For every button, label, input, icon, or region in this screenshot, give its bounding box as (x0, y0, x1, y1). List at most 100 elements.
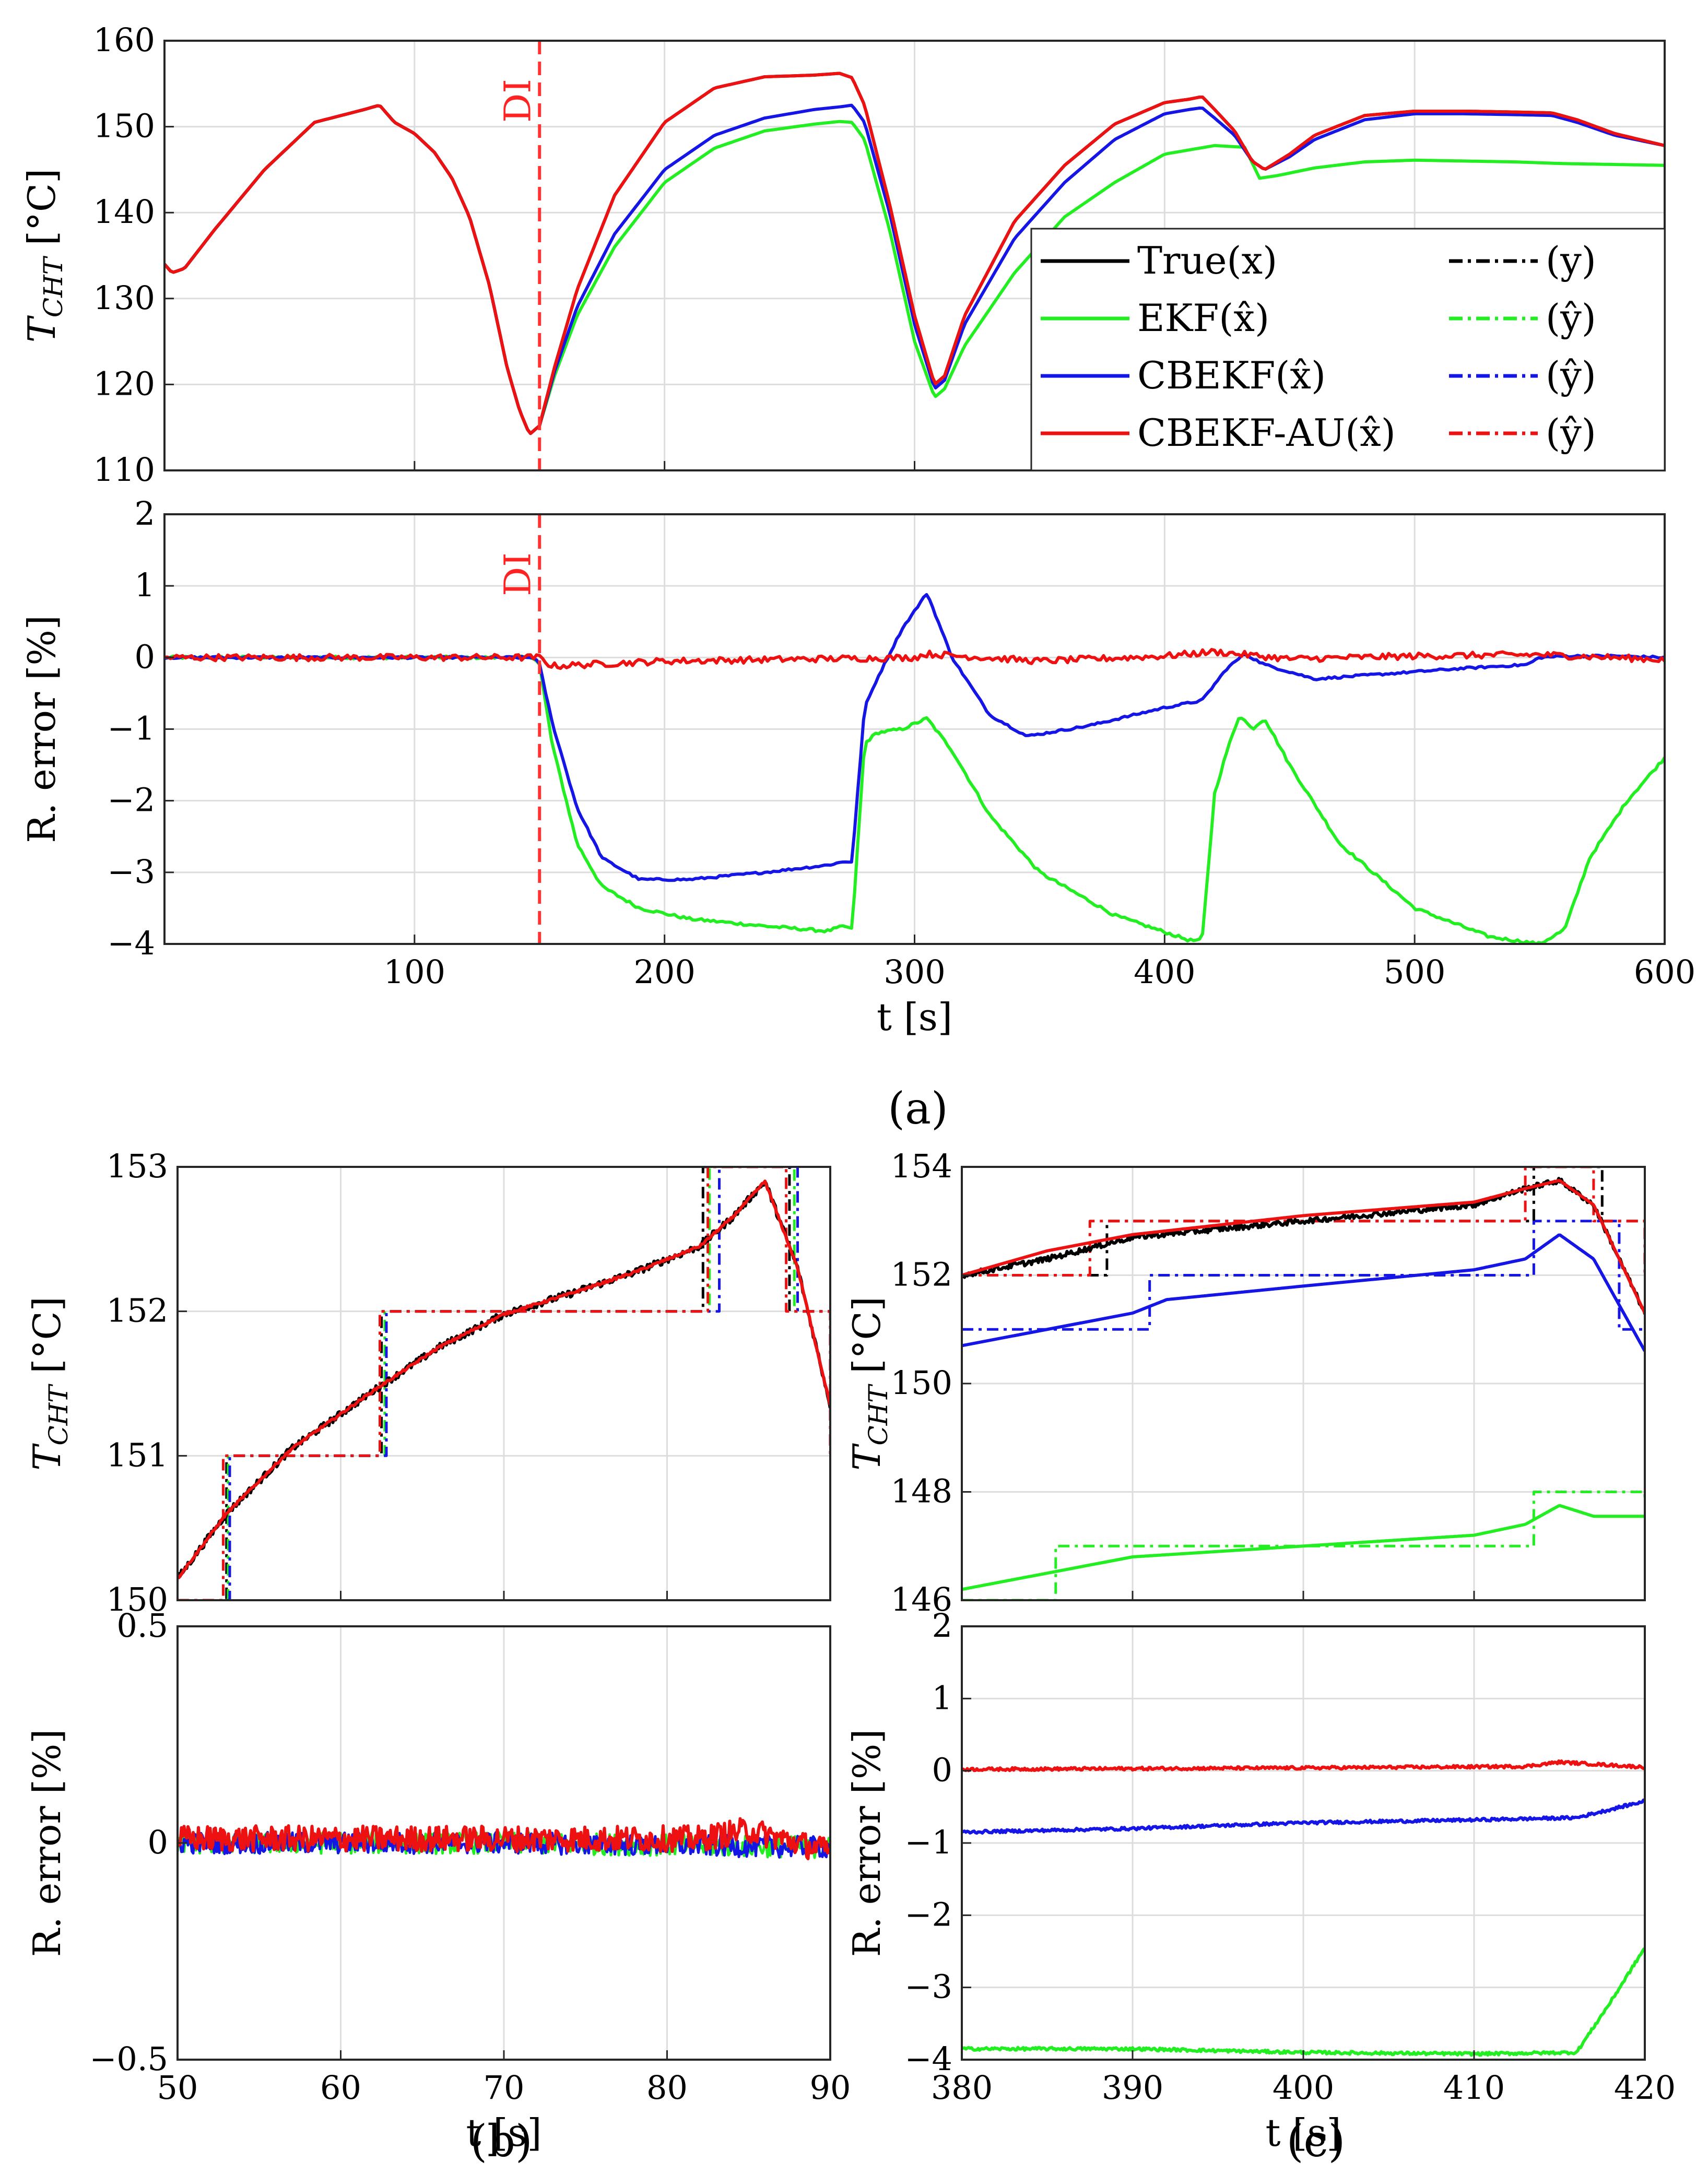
y-tick-label: −4 (108, 924, 155, 962)
panel-b-bottom-chart: −0.5 0 0.5 50 60 70 80 90 R. error [%] t [s] (25, 1606, 851, 2155)
panel-label-b: (b) (470, 2116, 532, 2167)
y-tick-label: −3 (905, 1968, 952, 2006)
y-tick-label: 153 (107, 1147, 168, 1185)
series-line-cbekf-au (962, 1179, 1645, 1314)
series-group (178, 1817, 830, 1861)
series-line-cbekf-au (178, 1179, 830, 1579)
y-tick-label: −1 (108, 710, 155, 748)
x-tick-label: 420 (1614, 2069, 1676, 2107)
x-axis-label: t [s] (877, 995, 952, 1039)
y-tick-label: 152 (891, 1256, 952, 1294)
y-axis-label: R. error [%] (20, 615, 64, 843)
legend-box (1030, 228, 1666, 471)
y-tick-label: 152 (107, 1292, 168, 1330)
series-group (178, 1167, 830, 1600)
disturbance-label: DI (496, 79, 539, 123)
x-tick-label: 380 (931, 2069, 993, 2107)
y-tick-label: 2 (932, 1606, 952, 1645)
y-axis-label: TCHT [°C] (20, 169, 68, 342)
y-tick-label: −3 (108, 853, 155, 891)
x-axis-label: t [s] (466, 2111, 542, 2155)
x-tick-label: 70 (484, 2069, 525, 2107)
y-tick-label: 0 (148, 1823, 168, 1861)
y-tick-label: 110 (93, 451, 155, 489)
x-tick-label: 300 (884, 953, 945, 991)
y-tick-label: 150 (891, 1364, 952, 1402)
x-tick-label: 50 (157, 2069, 198, 2107)
y-tick-label: 150 (107, 1580, 168, 1618)
x-axis-label: t [s] (1266, 2111, 1341, 2155)
series-line-cbekf-au (164, 72, 1665, 435)
legend-entry-label: (ŷ) (1546, 411, 1596, 455)
y-axis-label: TCHT [°C] (845, 1296, 893, 1470)
y-tick-label: 1 (932, 1679, 952, 1717)
y-axis-label: R. error [%] (25, 1729, 69, 1957)
panel-label-a: (a) (888, 1083, 948, 1134)
x-tick-label: 80 (646, 2069, 688, 2107)
y-tick-label: 151 (107, 1436, 168, 1474)
series-line-cbekf-au (178, 1817, 830, 1861)
panel-c-bottom-chart: −4 −3 −2 −1 0 1 2 380 390 400 410 420 R. error [%] t … (845, 1606, 1676, 2155)
legend-entry-label: (ŷ) (1546, 296, 1596, 340)
x-tick-label: 400 (1134, 953, 1195, 991)
x-tick-label: 500 (1384, 953, 1445, 991)
y-tick-label: 160 (93, 21, 155, 59)
y-tick-label: 120 (93, 364, 155, 403)
grid (962, 1167, 1645, 1600)
series-line-cbekf-au-y (962, 1167, 1645, 1277)
legend: True(x) (y) EKF(x̂) (ŷ) CBEKF(x̂) (ŷ) CBEKF-AU… (1030, 228, 1666, 471)
panel-c-top-chart: 146 148 150 152 154 TCHT [°C] (845, 1147, 1646, 1618)
y-tick-label: −2 (108, 781, 155, 819)
series-group (164, 72, 1665, 435)
y-tick-label: 0 (135, 637, 155, 676)
y-tick-label: 148 (891, 1472, 952, 1510)
series-line-cbekf (962, 1798, 1645, 1835)
y-tick-label: 140 (93, 193, 155, 231)
disturbance-label: DI (496, 552, 539, 596)
x-tick-label: 60 (320, 2069, 361, 2107)
x-tick-label: 100 (384, 953, 445, 991)
series-line-cbekf (962, 1233, 1645, 1352)
panel-b-top-chart: 150 151 152 153 TCHT [°C] (25, 1147, 831, 1618)
grid (164, 514, 1665, 944)
series-group (962, 1167, 1645, 1600)
series-line-true (962, 1177, 1645, 1315)
series-line-cbekf-au-y (178, 1167, 830, 1600)
y-tick-label: 154 (891, 1147, 952, 1185)
y-tick-label: −2 (905, 1895, 952, 1933)
y-tick-label: 1 (135, 566, 155, 604)
x-tick-label: 400 (1273, 2069, 1334, 2107)
series-line-ekf (962, 1504, 1645, 1591)
legend-entry-label: True(x) (1137, 239, 1277, 282)
legend-entry-label: (y) (1546, 239, 1596, 282)
y-tick-label: 0 (932, 1751, 952, 1789)
y-tick-label: 130 (93, 279, 155, 317)
series-line-cbekf-y (962, 1220, 1645, 1331)
panel-a-bottom-chart: DI −4 −3 −2 −1 0 1 2 100 200 300 400 500 600 R. error … (20, 494, 1695, 1039)
y-axis-label: R. error [%] (845, 1729, 889, 1957)
y-tick-label: −1 (905, 1823, 952, 1861)
x-tick-label: 600 (1634, 953, 1695, 991)
y-tick-label: 150 (93, 107, 155, 145)
legend-entry-label: EKF(x̂) (1137, 296, 1269, 340)
y-tick-label: −4 (905, 2040, 952, 2078)
panel-label-c: (c) (1287, 2116, 1346, 2167)
x-tick-label: 410 (1443, 2069, 1505, 2107)
legend-entry-label: CBEKF-AU(x̂) (1137, 411, 1396, 455)
x-tick-label: 200 (633, 953, 695, 991)
series-group (164, 593, 1665, 944)
series-line-cbekf-au (962, 1759, 1645, 1773)
series-line-cbekf-au (164, 648, 1665, 670)
x-tick-label: 90 (810, 2069, 851, 2107)
grid (962, 1626, 1645, 2060)
x-tick-label: 390 (1102, 2069, 1163, 2107)
y-tick-label: 0.5 (116, 1606, 168, 1645)
y-tick-label: 146 (891, 1580, 952, 1618)
legend-entry-label: (ŷ) (1546, 353, 1596, 397)
y-tick-label: −0.5 (89, 2040, 168, 2078)
y-tick-label: 2 (135, 494, 155, 533)
legend-entry-label: CBEKF(x̂) (1137, 353, 1326, 397)
grid (178, 1167, 830, 1600)
y-axis-label: TCHT [°C] (25, 1296, 74, 1470)
